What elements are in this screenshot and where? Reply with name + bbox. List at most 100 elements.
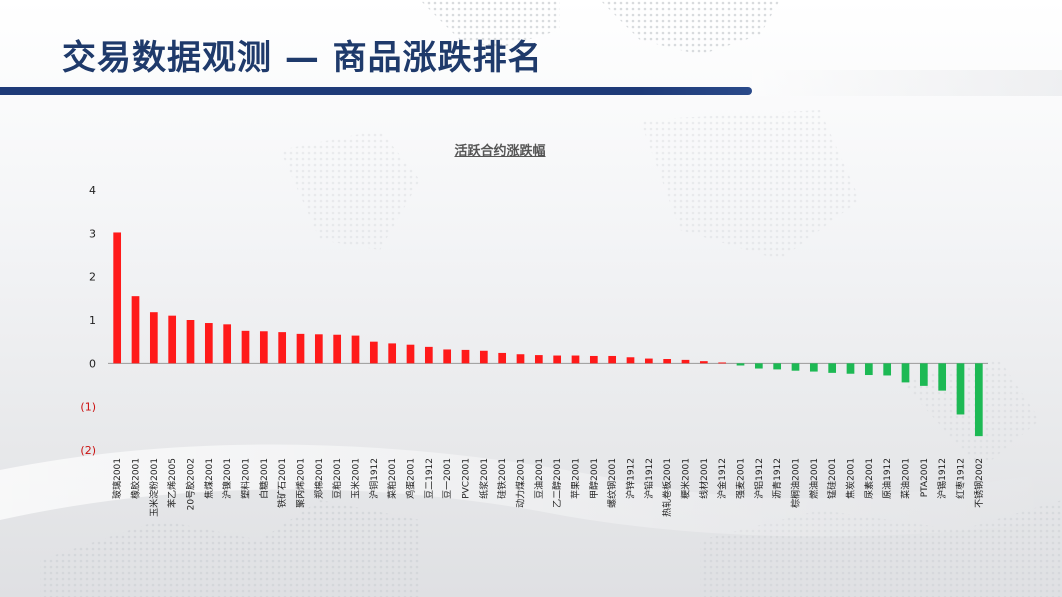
category-label: 沪铝1912 [753, 458, 765, 499]
bar [663, 359, 672, 364]
bar [278, 332, 287, 364]
category-label: 尿素2001 [863, 458, 875, 499]
category-label: 豆粕2001 [331, 458, 343, 499]
bar [534, 355, 543, 364]
category-label: 玉米2001 [350, 458, 362, 499]
category-label: 豆一2001 [442, 458, 453, 499]
category-label: 热轧卷板2001 [661, 458, 673, 517]
category-label: 铁矿石2001 [276, 458, 288, 508]
category-label: 纸浆2001 [478, 458, 490, 499]
bar [718, 362, 727, 364]
category-label: 沪锌1912 [625, 458, 637, 499]
bar [553, 355, 562, 364]
bar [241, 330, 250, 364]
bar [131, 296, 140, 364]
bar [828, 363, 837, 373]
category-label: 豆油2001 [533, 458, 545, 499]
page-title: 交易数据观测 — 商品涨跌排名 [62, 38, 543, 78]
bar [498, 352, 507, 364]
bar [461, 349, 470, 364]
category-label: 苯乙烯2005 [166, 458, 178, 508]
bar [754, 363, 763, 369]
y-tick-label: 2 [89, 271, 96, 284]
category-label: 鸡蛋2001 [405, 458, 417, 499]
bar [351, 335, 360, 364]
category-label: 红枣1912 [955, 458, 967, 499]
bar [883, 363, 892, 376]
category-label: 螺纹钢2001 [606, 458, 618, 508]
category-label: 20号胶2002 [185, 458, 197, 510]
bar [113, 232, 122, 364]
bar [149, 312, 158, 364]
category-label: 沪金1912 [716, 458, 728, 499]
bar [773, 363, 782, 370]
category-label: 沪铅1912 [643, 458, 655, 499]
bar [369, 341, 378, 364]
y-tick-label: 1 [89, 314, 96, 327]
category-label: 不锈钢2002 [973, 458, 985, 508]
title-underline-bar [0, 87, 752, 95]
category-label: PTA2001 [920, 458, 930, 497]
category-label: 沪镍2001 [221, 458, 233, 499]
category-label: 甲醇2001 [588, 458, 600, 499]
bar [956, 363, 965, 415]
bar [938, 363, 947, 391]
category-label: 菜粕2001 [386, 458, 398, 499]
bar [333, 334, 342, 364]
bar [571, 355, 580, 364]
bar [809, 363, 818, 372]
category-label: 原油1912 [881, 458, 893, 499]
category-label: 燃油2001 [808, 458, 820, 499]
y-tick-label: 0 [89, 357, 96, 370]
bar [388, 343, 397, 364]
category-label: 乙二醇2001 [551, 458, 563, 508]
category-label: 豆二1912 [424, 458, 435, 499]
category-label: 橡胶2001 [130, 458, 142, 499]
bar [314, 334, 323, 364]
bar [846, 363, 855, 374]
bar [626, 357, 635, 364]
category-label: 棕榈油2001 [790, 458, 802, 508]
bar [296, 333, 305, 364]
y-tick-label: 3 [89, 227, 96, 240]
category-label: 锰硅2001 [826, 458, 838, 499]
title-bar-shade [752, 70, 1062, 96]
bar [699, 361, 708, 364]
category-label: 沪铜1912 [368, 458, 380, 499]
bar [186, 320, 195, 364]
bar [424, 346, 433, 364]
bar [736, 363, 745, 366]
bar [223, 324, 232, 364]
category-label: 菜油2001 [900, 458, 912, 499]
category-label: 玉米淀粉2001 [148, 458, 160, 517]
bar [919, 363, 928, 386]
category-label: 白糖2001 [258, 458, 270, 499]
bar [864, 363, 873, 376]
bar [644, 358, 653, 364]
chart-title: 活跃合约涨跌幅 [454, 144, 546, 159]
category-label: 粳米2001 [680, 458, 692, 499]
category-label: 沪锡1912 [936, 458, 948, 499]
category-label: PVC2001 [462, 458, 472, 499]
category-label: 动力煤2001 [515, 458, 527, 508]
bar [589, 355, 598, 364]
y-tick-label: (2) [80, 444, 96, 457]
bar [681, 359, 690, 364]
category-label: 焦煤2001 [203, 458, 215, 499]
bar [479, 350, 488, 364]
y-tick-label: (1) [80, 401, 96, 414]
bar [168, 315, 177, 364]
bar [516, 354, 525, 364]
bar [791, 363, 800, 371]
category-label: 塑料2001 [240, 458, 252, 499]
bar [608, 355, 617, 364]
category-label: 硅铁2001 [496, 458, 508, 499]
bar [443, 349, 452, 364]
bar [204, 323, 213, 364]
bar [974, 363, 983, 437]
category-label: 聚丙烯2001 [295, 458, 307, 508]
category-label: 沥青1912 [771, 458, 783, 499]
category-label: 线材2001 [698, 458, 710, 499]
category-label: 强麦2001 [735, 458, 747, 499]
